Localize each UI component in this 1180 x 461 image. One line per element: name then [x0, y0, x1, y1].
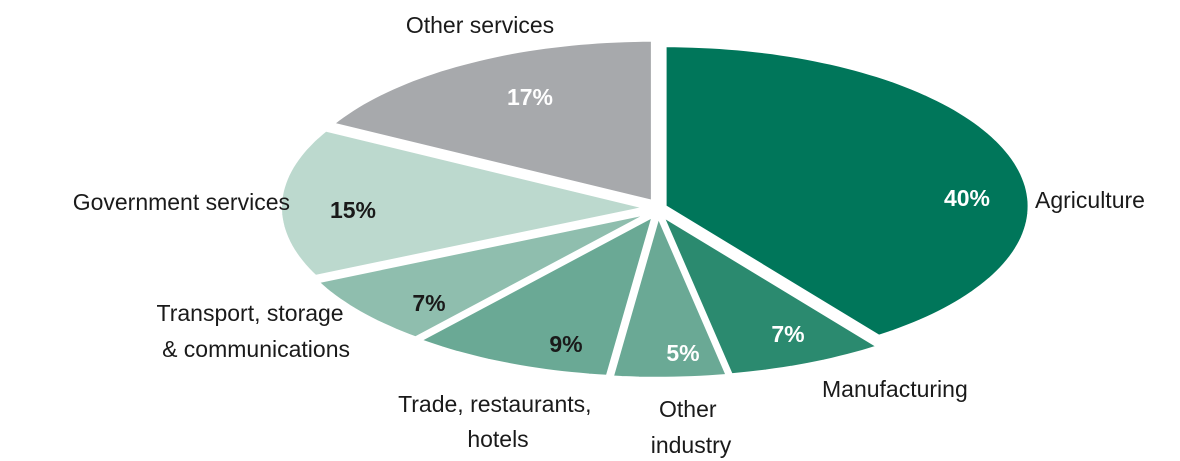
value-label-transport: 7%	[412, 290, 445, 316]
pie-slice-transport	[316, 213, 648, 339]
value-label-manufacturing: 7%	[771, 321, 804, 347]
category-label-other-industry-line-2: industry	[651, 432, 732, 458]
pie-slice-other-industry	[611, 214, 728, 379]
value-label-agriculture: 40%	[944, 185, 990, 211]
category-label-agriculture: Agriculture	[1035, 187, 1145, 213]
category-label-transport: Transport, storage & communications	[157, 300, 350, 362]
category-label-government: Government services	[73, 189, 290, 215]
pie-slice-government	[279, 129, 645, 277]
value-label-other-services: 17%	[507, 84, 553, 110]
category-label-transport-line-1: Transport, storage	[157, 300, 344, 326]
value-label-government: 15%	[330, 197, 376, 223]
category-label-manufacturing: Manufacturing	[822, 376, 968, 402]
pie-slice-manufacturing	[661, 214, 880, 376]
category-label-other-industry-line-1: Other	[659, 396, 717, 422]
category-label-trade: Trade, restaurants, hotels	[398, 391, 598, 452]
category-label-other-industry: Other industry	[651, 396, 732, 458]
category-label-other-services: Other services	[406, 12, 554, 38]
pie-slice-other-services	[331, 39, 653, 203]
pie-slice-trade	[418, 215, 655, 377]
category-label-trade-line-2: hotels	[467, 426, 528, 452]
pie-slice-agriculture	[664, 45, 1030, 337]
value-label-trade: 9%	[549, 331, 582, 357]
category-label-trade-line-1: Trade, restaurants,	[398, 391, 591, 417]
value-label-other-industry: 5%	[666, 340, 699, 366]
pie-slices	[279, 39, 1030, 379]
category-label-transport-line-2: & communications	[162, 336, 350, 362]
